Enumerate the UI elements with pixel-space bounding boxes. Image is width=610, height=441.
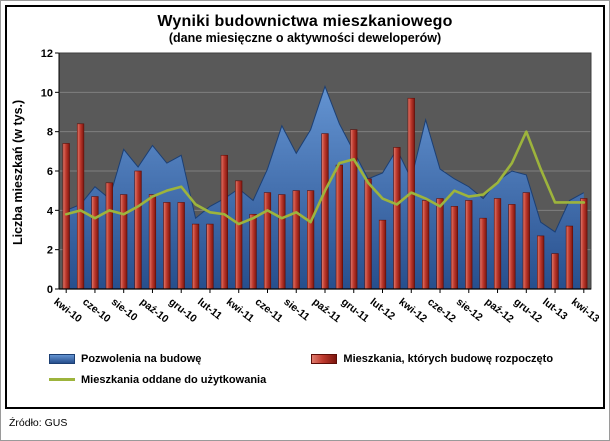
svg-text:cze-12: cze-12 (425, 296, 458, 325)
bar-swatch-icon (311, 353, 338, 364)
legend-item-completions: Mieszkania oddane do użytkowania (49, 374, 266, 386)
chart-subtitle: (dane miesięczne o aktywności deweloperó… (168, 31, 442, 45)
svg-text:lut-13: lut-13 (540, 296, 570, 323)
svg-text:12: 12 (41, 48, 53, 60)
svg-text:sie-11: sie-11 (281, 296, 312, 324)
chart-title: Wyniki budownictwa mieszkaniowego (157, 13, 453, 30)
svg-text:gru-12: gru-12 (511, 296, 544, 325)
plot-area: 024681012kwi-10cze-10sie-10paź-10gru-10l… (41, 48, 599, 326)
legend-row-2: Mieszkania oddane do użytkowania (49, 369, 603, 390)
svg-text:8: 8 (47, 127, 53, 139)
legend-row-1: Pozwolenia na budowę Mieszkania, których… (49, 348, 603, 369)
chart-frame: Wyniki budownictwa mieszkaniowego (dane … (5, 5, 605, 409)
svg-text:kwi-10: kwi-10 (51, 296, 84, 325)
svg-text:0: 0 (47, 284, 53, 296)
svg-text:kwi-13: kwi-13 (569, 296, 599, 325)
svg-text:gru-10: gru-10 (166, 296, 199, 325)
svg-text:2: 2 (47, 245, 53, 257)
svg-text:cze-10: cze-10 (80, 296, 113, 325)
svg-text:6: 6 (47, 166, 53, 178)
svg-text:lut-12: lut-12 (368, 296, 398, 323)
area-swatch-icon (49, 353, 75, 364)
legend-item-permits: Pozwolenia na budowę (49, 353, 201, 365)
legend-label-starts: Mieszkania, których budowę rozpoczęto (343, 352, 554, 365)
svg-text:10: 10 (41, 87, 53, 99)
svg-text:lut-11: lut-11 (195, 296, 224, 322)
svg-text:sie-10: sie-10 (109, 296, 140, 324)
source-note: Źródło: GUS (9, 417, 68, 429)
plot-row: Liczba mieszkań (w tys.) 0 2 4 6 8 10 12 kwi-10… (7, 47, 603, 347)
legend-label-completions: Mieszkania oddane do użytkowania (81, 373, 267, 386)
legend-label-permits: Pozwolenia na budowę (81, 352, 202, 365)
line-swatch-icon (49, 378, 75, 381)
legend-item-starts: Mieszkania, których budowę rozpoczęto (311, 353, 553, 365)
svg-text:sie-12: sie-12 (454, 296, 485, 324)
svg-text:kwi-12: kwi-12 (396, 296, 429, 325)
svg-text:paź-11: paź-11 (310, 296, 343, 325)
svg-text:paź-10: paź-10 (138, 296, 171, 326)
y-axis-title: Liczba mieszkań (w tys.) (11, 99, 25, 245)
svg-text:gru-11: gru-11 (339, 296, 371, 325)
legend: Pozwolenia na budowę Mieszkania, których… (7, 348, 603, 390)
svg-text:kwi-11: kwi-11 (224, 296, 256, 325)
svg-text:paź-12: paź-12 (483, 296, 516, 326)
svg-text:4: 4 (47, 205, 54, 217)
svg-text:cze-11: cze-11 (253, 296, 285, 325)
